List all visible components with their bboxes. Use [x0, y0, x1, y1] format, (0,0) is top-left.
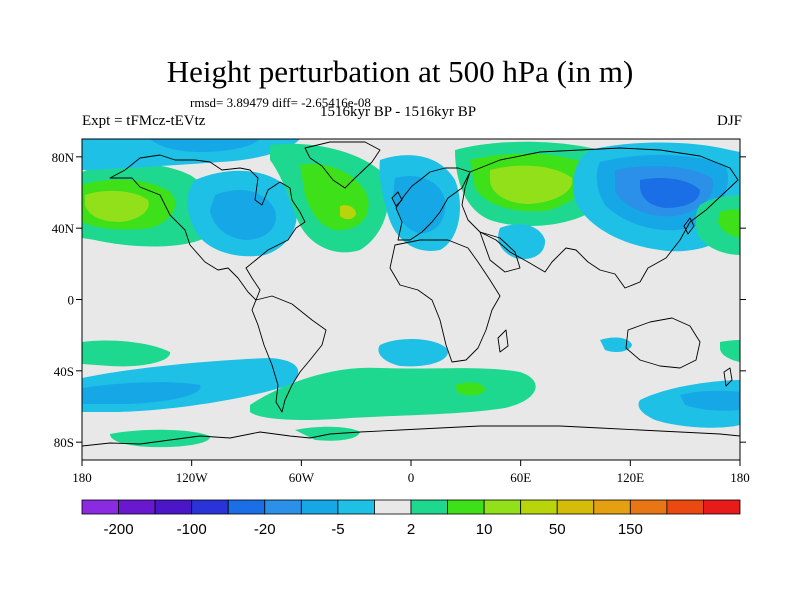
- colorbar-label: -200: [104, 521, 134, 538]
- colorbar-box: [666, 499, 704, 515]
- contour-negative-region: [210, 190, 276, 240]
- coastline-north-america: [109, 154, 306, 301]
- coastline-australia: [625, 317, 701, 369]
- season-label: DJF: [716, 113, 742, 129]
- colorbar-box: [374, 499, 412, 515]
- coastline-arabia: [479, 231, 521, 273]
- colorbar-box: [447, 499, 485, 515]
- contour-negative-region: [150, 139, 260, 152]
- plot-title: Height perturbation at 500 hPa (in m): [166, 54, 634, 89]
- lat-tick-label: 40N: [52, 221, 75, 236]
- colorbar-box: [337, 499, 375, 515]
- coastline-europe: [395, 167, 471, 241]
- colorbar-box: [629, 499, 668, 515]
- lon-tick-label: 120W: [176, 470, 209, 485]
- lat-tick-label: 80S: [54, 435, 74, 450]
- contour-positive-region: [82, 340, 171, 367]
- experiment-label: Expt = tFMcz-tEVtz: [82, 113, 206, 129]
- statistics-line: rmsd= 3.89479 diff= -2.65416e-08: [190, 95, 371, 110]
- colorbar-label: 2: [407, 521, 415, 538]
- colorbar-label: 10: [476, 521, 493, 538]
- contour-positive-region: [718, 209, 740, 238]
- contour-positive-region: [340, 205, 356, 220]
- contour-positive-region: [110, 429, 211, 448]
- colorbar: -200 -100 -20 -5 2 10 50 150: [81, 499, 741, 538]
- lon-tick-label: 120E: [617, 470, 645, 485]
- coastline-islands: [391, 191, 733, 387]
- lon-tick-label: 180: [72, 470, 92, 485]
- colorbar-box: [410, 499, 448, 515]
- contour-positive-region: [295, 426, 360, 441]
- colorbar-box: [81, 499, 119, 515]
- colorbar-label: -5: [331, 521, 344, 538]
- colorbar-box: [300, 499, 339, 515]
- contour-negative-region: [498, 224, 546, 260]
- colorbar-box: [154, 499, 193, 515]
- coastline-asia: [461, 147, 739, 289]
- contour-negative-region: [82, 382, 201, 404]
- contour-positive-region: [250, 367, 536, 420]
- colorbar-box: [118, 499, 156, 515]
- contour-negative-region: [600, 337, 632, 353]
- coastlines: [82, 141, 740, 447]
- lat-tick-label: 80N: [52, 150, 75, 165]
- colorbar-box: [264, 499, 302, 515]
- map-panel: 80N 40N 0 40S 80S 180 120W 60W 0 60E 120E 180: [52, 138, 750, 485]
- colorbar-label: -20: [254, 521, 276, 538]
- contour-negative-region: [393, 176, 446, 234]
- map-axes: 80N 40N 0 40S 80S 180 120W 60W 0 60E 120E 180: [52, 150, 750, 485]
- colorbar-box: [520, 499, 558, 515]
- period-label: 1516kyr BP - 1516kyr BP: [320, 104, 477, 120]
- coastline-antarctica: [82, 425, 740, 447]
- contour-negative-region: [378, 338, 449, 367]
- lon-tick-label: 0: [408, 470, 415, 485]
- lon-tick-label: 60W: [289, 470, 315, 485]
- colorbar-box: [703, 499, 741, 515]
- contour-positive-region: [720, 340, 740, 362]
- lat-tick-label: 40S: [54, 364, 74, 379]
- coastline-south-america: [251, 295, 327, 413]
- contour-positive-region: [85, 190, 149, 222]
- coastline-greenland: [304, 141, 381, 189]
- anomaly-contour-fills: [82, 139, 740, 448]
- colorbar-box: [227, 499, 266, 515]
- colorbar-box: [483, 499, 522, 515]
- contour-negative-region: [680, 390, 740, 411]
- lon-tick-label: 60E: [510, 470, 531, 485]
- contour-positive-region: [455, 382, 485, 396]
- colorbar-box: [593, 499, 631, 515]
- contour-positive-region: [490, 165, 573, 204]
- contour-negative-region: [640, 178, 700, 208]
- colorbar-label: 50: [549, 521, 566, 538]
- coastline-africa: [389, 239, 501, 363]
- colorbar-box: [191, 499, 229, 515]
- lon-tick-label: 180: [730, 470, 750, 485]
- colorbar-label: 150: [618, 521, 643, 538]
- colorbar-box: [556, 499, 595, 515]
- colorbar-label: -100: [177, 521, 207, 538]
- contour-negative-region: [82, 139, 300, 170]
- lat-tick-label: 0: [68, 293, 75, 308]
